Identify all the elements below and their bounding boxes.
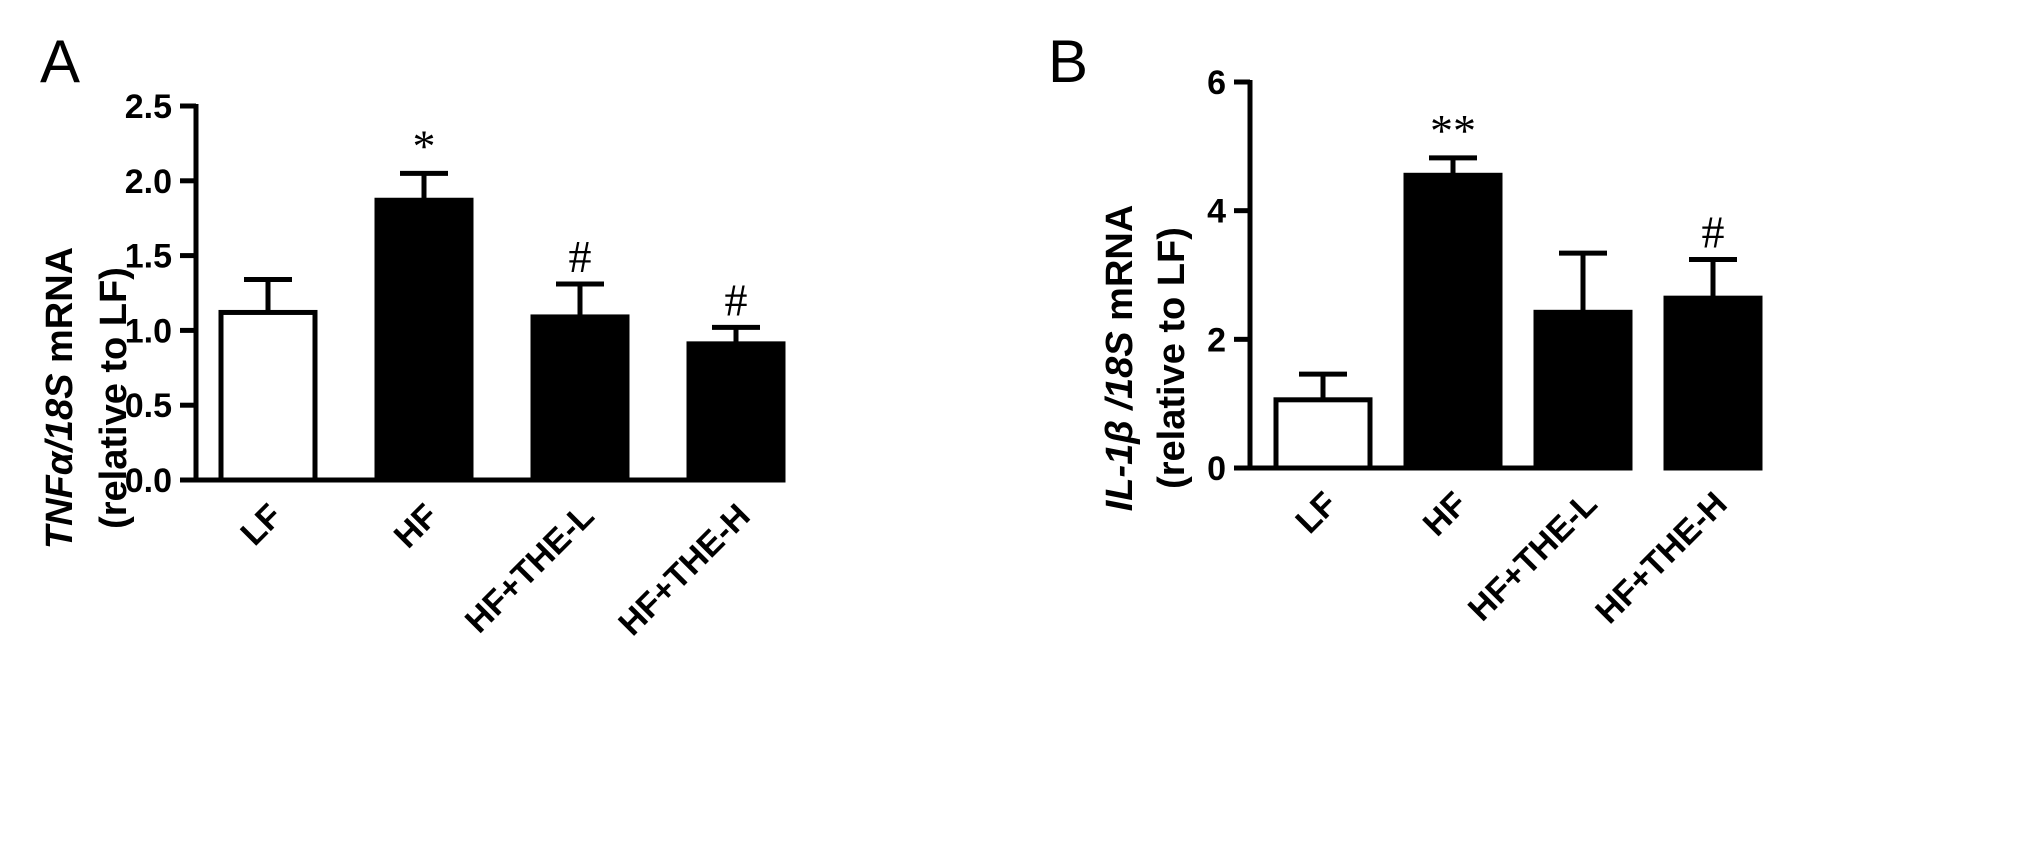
- panel-b-bar-lf: [1273, 397, 1373, 471]
- panel-b-ylabel-italic: IL-1β /18S: [1099, 331, 1141, 511]
- panel-a-y-tick-label: 0.0: [125, 462, 172, 500]
- panel-b-y-tick-label: 4: [1207, 193, 1226, 231]
- panel-b-bar-hf-the-h: [1663, 295, 1763, 471]
- panel-a-ylabel-italic: TNFα/18S: [39, 374, 81, 550]
- panel-a-significance-marker: #: [569, 231, 592, 282]
- panel-a-ylabel-rest: mRNA: [39, 247, 81, 374]
- panel-a-plot: 0.0 0.5 1.0 1.5 2.0 2.5 LF * HF # HF+THE-L # HF+THE-…: [125, 88, 786, 643]
- panel-a-bar-hf-the-l: [530, 314, 630, 483]
- panel-b: B IL-1β /18S mRNA (relative to LF) 0 2 4 6 L…: [1048, 28, 1763, 631]
- panel-b-y-tick-label: 6: [1207, 64, 1226, 102]
- panel-a-y-tick-label: 1.0: [125, 312, 172, 350]
- panel-b-category-label: HF: [1416, 485, 1475, 544]
- panel-b-bar-hf-the-l: [1533, 309, 1633, 471]
- panel-b-significance-marker: #: [1702, 207, 1725, 258]
- panel-a-y-tick-label: 1.5: [125, 238, 172, 276]
- panel-b-ylabel-rest: mRNA: [1099, 205, 1141, 332]
- panel-b-letter: B: [1048, 28, 1088, 95]
- panel-a: A TNFα/18S mRNA (relative to LF) 0.0 0.5 1…: [39, 28, 786, 643]
- panel-b-ylabel-line2: (relative to LF): [1151, 227, 1193, 489]
- panel-a-y-tick-label: 2.5: [125, 88, 172, 126]
- panel-b-ylabel: IL-1β /18S mRNA: [1099, 205, 1141, 512]
- panel-a-category-label: HF: [387, 497, 446, 556]
- panel-b-y-tick-label: 2: [1207, 321, 1226, 359]
- panel-a-y-tick-label: 2.0: [125, 163, 172, 201]
- panel-b-y-tick-label: 0: [1207, 450, 1226, 488]
- panel-a-bar-lf: [218, 309, 318, 483]
- panel-b-category-label: HF+THE-L: [1461, 485, 1605, 629]
- panel-a-category-label: HF+THE-H: [611, 497, 757, 643]
- panel-a-letter: A: [40, 28, 80, 95]
- panel-a-bar-hf: [374, 197, 474, 483]
- panel-b-significance-marker: **: [1430, 105, 1476, 156]
- panel-b-category-label: HF+THE-H: [1588, 485, 1734, 631]
- panel-a-y-tick-label: 0.5: [125, 387, 172, 425]
- panel-a-ylabel: TNFα/18S mRNA: [39, 247, 81, 549]
- panel-a-ylabel-line2: (relative to LF): [93, 267, 135, 529]
- panel-a-bar-hf-the-h: [686, 341, 786, 483]
- panel-a-significance-marker: *: [413, 120, 436, 171]
- panel-b-category-label: LF: [1288, 485, 1344, 541]
- panel-a-significance-marker: #: [725, 274, 748, 325]
- panel-b-bar-hf: [1403, 172, 1503, 471]
- panel-a-category-label: HF+THE-L: [458, 497, 602, 641]
- panel-a-category-label: LF: [233, 497, 289, 553]
